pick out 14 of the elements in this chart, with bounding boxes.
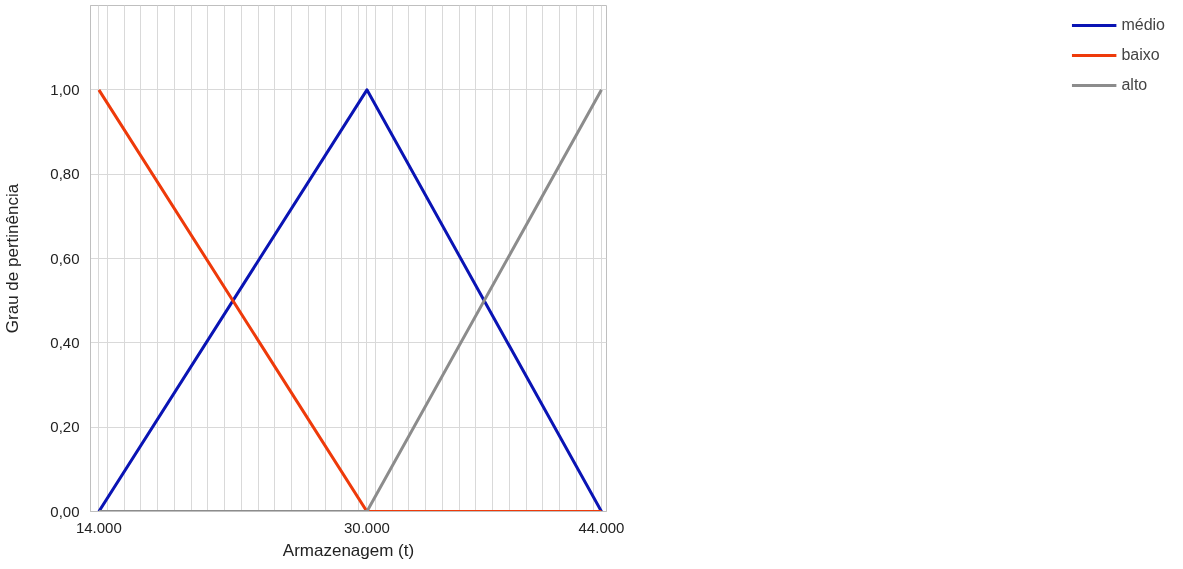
legend-label: médio (1121, 16, 1165, 34)
y-axis-title: Grau de pertinência (3, 183, 23, 334)
y-tick-label: 0,60 (50, 249, 80, 267)
y-tick-label: 1,00 (50, 80, 80, 98)
y-tick-label: 0,80 (50, 165, 80, 183)
legend-label: alto (1121, 76, 1148, 94)
x-axis-title: Armazenagem (t) (282, 540, 415, 560)
x-tick-label: 44.000 (578, 518, 625, 536)
x-tick-label: 14.000 (75, 518, 122, 536)
y-tick-label: 0,40 (50, 333, 80, 351)
y-tick-label: 0,00 (50, 502, 80, 520)
y-tick-label: 0,20 (50, 418, 80, 436)
legend-label: baixo (1121, 46, 1160, 64)
x-tick-label: 30.000 (343, 518, 390, 536)
